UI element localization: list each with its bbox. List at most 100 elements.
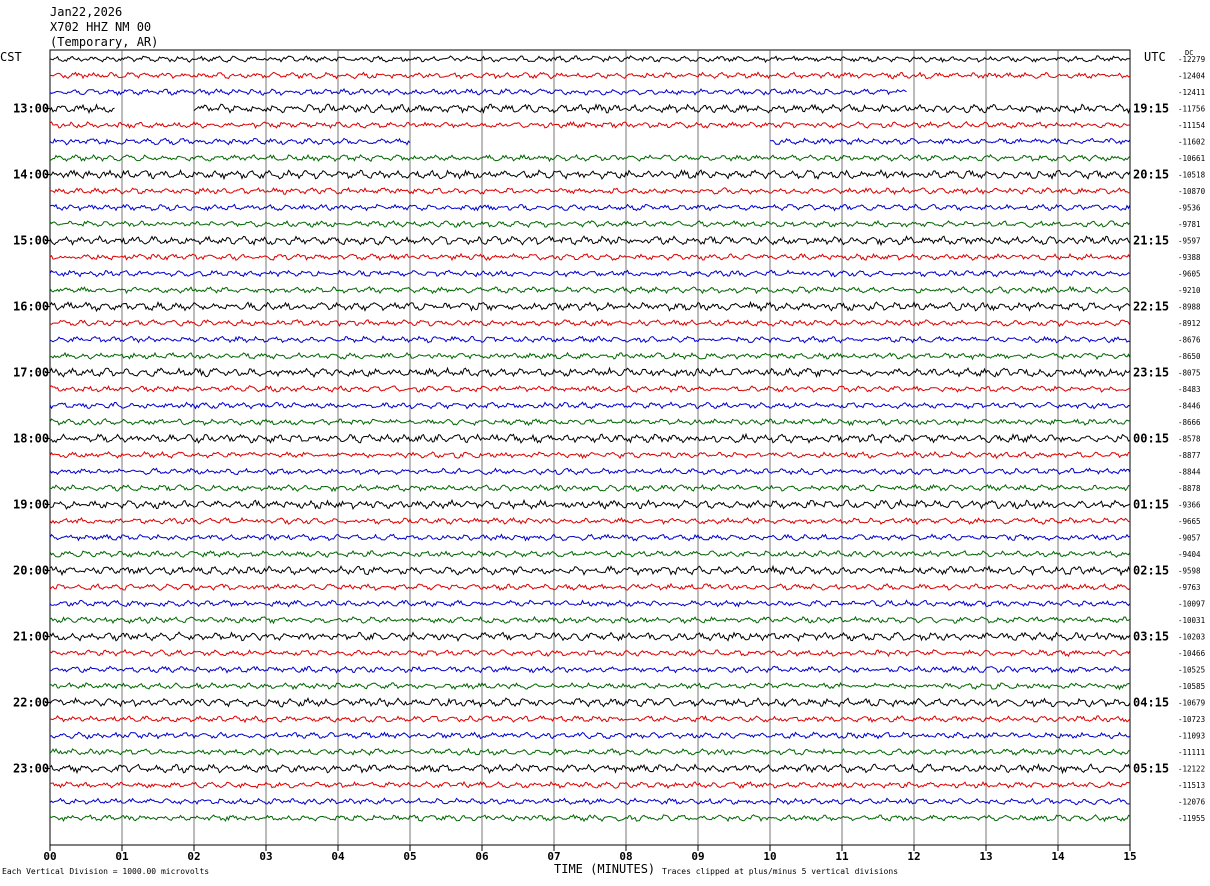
seismic-trace [49, 401, 1131, 410]
dc-offset-value: -8912 [1178, 319, 1201, 328]
seismic-trace [49, 731, 1131, 740]
x-tick-label: 12 [907, 850, 920, 863]
seismic-trace [49, 235, 1131, 247]
seismic-trace [49, 747, 1131, 756]
hour-label-utc: 20:15 [1133, 168, 1169, 182]
seismic-trace [49, 467, 1131, 476]
x-tick-label: 08 [619, 850, 632, 863]
seismic-trace [49, 450, 1131, 460]
seismic-trace [49, 681, 1131, 691]
seismic-trace [49, 483, 1131, 493]
dc-offset-value: -8578 [1178, 435, 1201, 444]
dc-offset-value: -12076 [1178, 798, 1206, 807]
dc-offset-value: -9665 [1178, 517, 1201, 526]
dc-offset-value: -10203 [1178, 633, 1205, 642]
dc-offset-value: -9598 [1178, 567, 1201, 576]
dc-offset-value: -9597 [1178, 237, 1201, 246]
hour-label-utc: 02:15 [1133, 564, 1169, 578]
hour-label-utc: 23:15 [1133, 366, 1169, 380]
seismic-trace [49, 648, 1131, 658]
seismic-trace [49, 780, 1131, 790]
dc-offset-value: -10097 [1178, 600, 1205, 609]
right-timezone-label: UTC [1144, 50, 1166, 64]
x-tick-label: 09 [691, 850, 704, 863]
seismic-trace [49, 366, 1131, 379]
dc-offset-header: DC [1185, 49, 1194, 57]
hour-label-cst: 18:00 [13, 432, 49, 446]
dc-offset-value: -8483 [1178, 385, 1201, 394]
x-tick-label: 13 [979, 850, 992, 863]
x-tick-label: 00 [43, 850, 56, 863]
seismic-trace [49, 252, 1131, 262]
seismic-trace [49, 71, 1131, 80]
seismic-trace [49, 385, 1131, 394]
seismic-trace [49, 533, 1131, 542]
seismic-trace [49, 335, 1131, 344]
seismic-trace [49, 696, 1131, 708]
dc-offset-value: -10661 [1178, 154, 1205, 163]
dc-offset-value: -8650 [1178, 352, 1201, 361]
seismic-trace [49, 432, 1131, 445]
hour-label-cst: 17:00 [13, 366, 49, 380]
dc-offset-value: -11154 [1178, 121, 1206, 130]
seismic-trace [49, 418, 1131, 427]
dc-offset-value: -11955 [1178, 814, 1205, 823]
dc-offset-value: -12411 [1178, 88, 1205, 97]
seismic-trace [49, 516, 1131, 526]
x-tick-label: 10 [763, 850, 776, 863]
x-tick-label: 06 [475, 850, 489, 863]
x-tick-label: 15 [1123, 850, 1136, 863]
seismic-trace [49, 203, 1131, 212]
left-timezone-label: CST [0, 50, 22, 64]
dc-offset-value: -9404 [1178, 550, 1201, 559]
x-tick-label: 04 [331, 850, 345, 863]
seismic-trace [49, 88, 907, 97]
dc-offset-value: -10585 [1178, 682, 1205, 691]
seismic-trace [49, 599, 1131, 608]
dc-offset-value: -9210 [1178, 286, 1201, 295]
dc-offset-value: -8446 [1178, 402, 1201, 411]
seismic-trace [49, 300, 1131, 313]
x-tick-label: 05 [403, 850, 416, 863]
dc-offset-value: -8844 [1178, 468, 1201, 477]
dc-offset-value: -10723 [1178, 715, 1205, 724]
hour-label-utc: 19:15 [1133, 102, 1169, 116]
seismic-trace [49, 186, 1131, 196]
dc-offset-value: -8676 [1178, 336, 1201, 345]
dc-offset-value: -9781 [1178, 220, 1201, 229]
hour-label-cst: 13:00 [13, 102, 49, 116]
hour-label-utc: 00:15 [1133, 432, 1169, 446]
seismic-trace [49, 285, 1131, 295]
dc-offset-value: -12279 [1178, 55, 1205, 64]
dc-offset-value: -11093 [1178, 732, 1205, 741]
dc-offset-value: -11111 [1178, 748, 1205, 757]
dc-offset-value: -12404 [1178, 72, 1206, 81]
seismic-trace [49, 351, 1131, 361]
seismic-trace [49, 813, 1131, 823]
station-location: (Temporary, AR) [50, 35, 159, 49]
seismic-trace [49, 55, 1130, 63]
vertical-scale-note: Each Vertical Division = 1000.00 microvo… [2, 867, 210, 876]
seismic-trace [49, 715, 1131, 724]
dc-offset-value: -11756 [1178, 105, 1206, 114]
seismic-trace [49, 797, 1131, 806]
x-axis-label: TIME (MINUTES) [554, 862, 656, 876]
dc-offset-value: -10870 [1178, 187, 1206, 196]
seismic-trace [193, 103, 1131, 115]
hour-label-utc: 21:15 [1133, 234, 1169, 248]
hour-label-utc: 05:15 [1133, 762, 1169, 776]
hour-label-utc: 01:15 [1133, 498, 1169, 512]
dc-offset-value: -10518 [1178, 171, 1206, 180]
dc-offset-value: -10031 [1178, 616, 1205, 625]
seismic-trace [769, 137, 1131, 146]
x-tick-label: 02 [187, 850, 200, 863]
seismic-trace [49, 318, 1131, 328]
plot-frame [49, 49, 1131, 846]
dc-offset-value: -8666 [1178, 418, 1201, 427]
seismic-trace [49, 665, 1131, 674]
clipping-note: Traces clipped at plus/minus 5 vertical … [662, 867, 899, 876]
hour-label-utc: 03:15 [1133, 630, 1169, 644]
seismic-trace [49, 582, 1131, 591]
dc-offset-value: -9366 [1178, 501, 1201, 510]
dc-offset-value: -9605 [1178, 270, 1201, 279]
